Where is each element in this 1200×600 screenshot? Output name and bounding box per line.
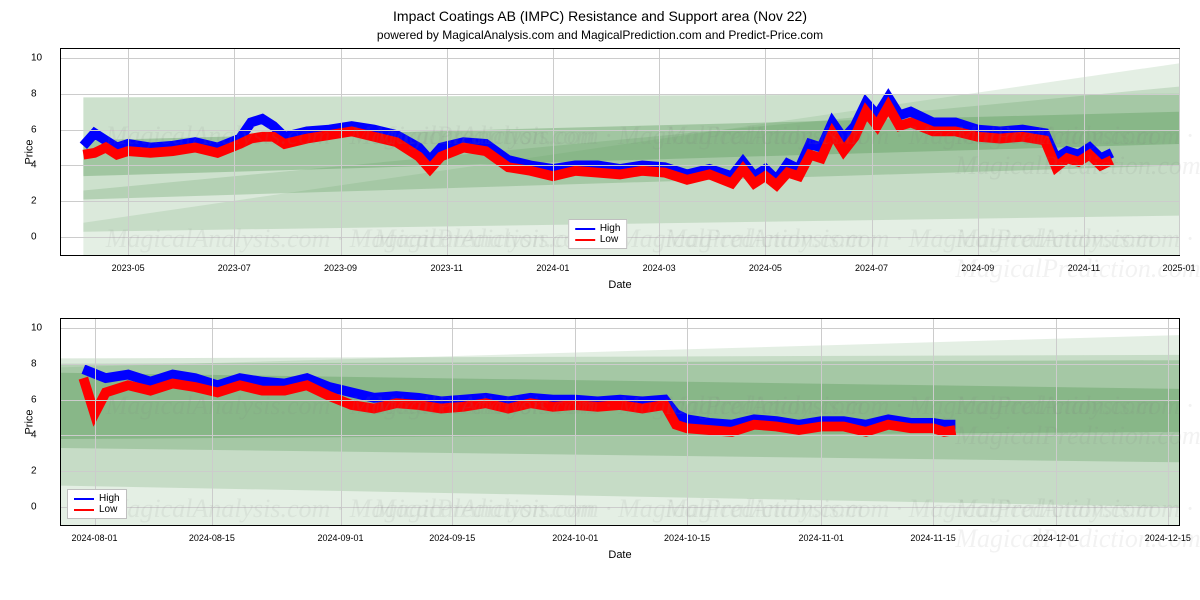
gridline-v [1056, 319, 1057, 525]
ytick-label: 10 [31, 322, 42, 333]
legend-label: Low [600, 234, 618, 245]
chart-title: Impact Coatings AB (IMPC) Resistance and… [0, 0, 1200, 24]
bottom-chart-panel: Price Date 0246810 2024-08-012024-08-152… [60, 318, 1180, 526]
gridline-h [61, 201, 1179, 202]
gridline-h [61, 507, 1179, 508]
ytick-label: 8 [31, 88, 37, 99]
legend-line-low [74, 509, 94, 511]
legend-item: High [74, 493, 120, 504]
legend-line-low [575, 239, 595, 241]
ytick-label: 6 [31, 394, 37, 405]
top-chart-panel: Price Date 0246810 2023-052023-072023-09… [60, 48, 1180, 256]
bottom-legend: High Low [67, 489, 127, 519]
xtick-label: 2024-10-15 [664, 533, 710, 543]
xtick-label: 2023-11 [431, 263, 463, 273]
gridline-v [447, 49, 448, 255]
ytick-label: 8 [31, 358, 37, 369]
legend-label: Low [99, 504, 117, 515]
xtick-label: 2024-09-15 [429, 533, 475, 543]
xtick-label: 2024-05 [749, 263, 782, 273]
gridline-v [234, 49, 235, 255]
gridline-v [687, 319, 688, 525]
xtick-label: 2025-01 [1162, 263, 1195, 273]
xlabel-top: Date [608, 279, 631, 291]
bottom-plot-svg [61, 319, 1179, 525]
xtick-label: 2024-11-15 [910, 533, 955, 543]
gridline-h [61, 94, 1179, 95]
gridline-h [61, 130, 1179, 131]
xtick-label: 2023-07 [218, 263, 251, 273]
ytick-label: 4 [31, 430, 37, 441]
gridline-v [341, 319, 342, 525]
ytick-label: 0 [31, 502, 37, 513]
ytick-label: 4 [31, 160, 37, 171]
gridline-v [933, 319, 934, 525]
xtick-label: 2024-11-01 [799, 533, 844, 543]
xtick-label: 2024-10-01 [552, 533, 598, 543]
legend-item: Low [575, 234, 621, 245]
ytick-label: 10 [31, 52, 42, 63]
gridline-h [61, 471, 1179, 472]
xtick-label: 2023-05 [112, 263, 145, 273]
gridline-h [61, 328, 1179, 329]
xtick-label: 2024-11 [1068, 263, 1100, 273]
gridline-h [61, 400, 1179, 401]
gridline-v [553, 49, 554, 255]
ytick-label: 6 [31, 124, 37, 135]
gridline-v [872, 49, 873, 255]
gridline-h [61, 364, 1179, 365]
top-bands [83, 63, 1179, 255]
chart-container: Impact Coatings AB (IMPC) Resistance and… [0, 0, 1200, 600]
gridline-v [128, 49, 129, 255]
gridline-v [1168, 319, 1169, 525]
chart-subtitle: powered by MagicalAnalysis.com and Magic… [0, 24, 1200, 48]
xtick-label: 2024-12-01 [1033, 533, 1079, 543]
legend-line-high [74, 498, 94, 500]
legend-line-high [575, 228, 595, 230]
xtick-label: 2023-09 [324, 263, 357, 273]
ytick-label: 2 [31, 196, 37, 207]
gridline-v [575, 319, 576, 525]
xtick-label: 2024-03 [643, 263, 676, 273]
legend-label: High [600, 223, 621, 234]
gridline-v [452, 319, 453, 525]
gridline-v [1179, 49, 1180, 255]
legend-item: Low [74, 504, 120, 515]
legend-label: High [99, 493, 120, 504]
ytick-label: 0 [31, 232, 37, 243]
gridline-h [61, 435, 1179, 436]
xtick-label: 2024-08-15 [189, 533, 235, 543]
gridline-v [821, 319, 822, 525]
gridline-v [765, 49, 766, 255]
xtick-label: 2024-09-01 [317, 533, 363, 543]
gridline-h [61, 58, 1179, 59]
xtick-label: 2024-09 [961, 263, 994, 273]
gridline-v [212, 319, 213, 525]
xtick-label: 2024-08-01 [72, 533, 118, 543]
legend-item: High [575, 223, 621, 234]
gridline-h [61, 165, 1179, 166]
gridline-v [341, 49, 342, 255]
gridline-v [1084, 49, 1085, 255]
xtick-label: 2024-01 [536, 263, 569, 273]
xlabel-bottom: Date [608, 549, 631, 561]
gridline-v [978, 49, 979, 255]
xtick-label: 2024-12-15 [1145, 533, 1191, 543]
ytick-label: 2 [31, 466, 37, 477]
top-legend: High Low [568, 219, 628, 249]
xtick-label: 2024-07 [855, 263, 888, 273]
gridline-v [659, 49, 660, 255]
